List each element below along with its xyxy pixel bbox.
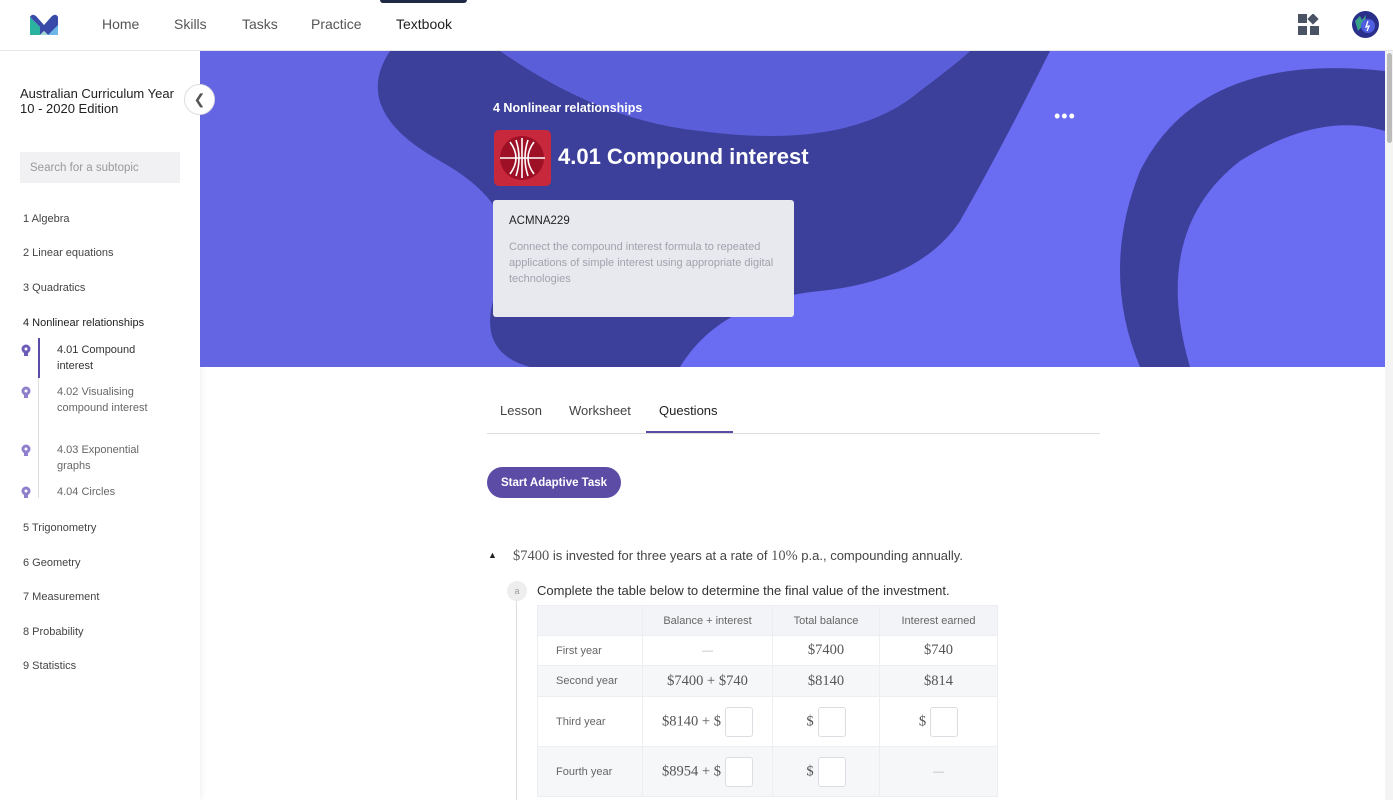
page-title: 4.01 Compound interest (558, 144, 809, 169)
tab-worksheet[interactable]: Worksheet (569, 403, 631, 418)
chapter-9[interactable]: 9 Statistics (23, 660, 77, 672)
subtopic-4-02[interactable]: 4.02 Visualising compound interest (57, 386, 148, 414)
chapter-1[interactable]: 1 Algebra (23, 213, 70, 225)
content-tabs: Lesson Worksheet Questions (487, 400, 1100, 434)
subtopic-search-input[interactable] (20, 152, 180, 183)
chapter-breadcrumb[interactable]: 4 Nonlinear relationships (493, 101, 643, 115)
subtopic-4-03[interactable]: 4.03 Exponential graphs (57, 444, 139, 472)
chapter-2[interactable]: 2 Linear equations (23, 247, 114, 259)
book-title: Australian Curriculum Year 10 - 2020 Edi… (20, 86, 174, 116)
question-text: $7400 is invested for three years at a r… (513, 548, 963, 564)
curriculum-description: Connect the compound interest formula to… (509, 241, 774, 285)
user-avatar[interactable] (1352, 11, 1379, 38)
part-label: a (507, 581, 527, 601)
table-row: First year — $7400 $740 (537, 635, 998, 666)
scrollbar-thumb[interactable] (1387, 53, 1392, 143)
top-nav: Home Skills Tasks Practice Textbook (0, 0, 1393, 51)
collapse-question-icon[interactable]: ▲ (488, 550, 497, 560)
chapter-3[interactable]: 3 Quadratics (23, 282, 86, 294)
subtopic-line (38, 338, 39, 498)
lightbulb-icon (21, 486, 31, 498)
lightbulb-icon (21, 344, 31, 356)
apps-grid-icon[interactable] (1298, 14, 1319, 35)
nav-textbook[interactable]: Textbook (396, 16, 453, 32)
answer-input[interactable] (817, 706, 846, 737)
lightbulb-icon (21, 386, 31, 398)
tab-questions[interactable]: Questions (659, 403, 718, 418)
chevron-left-icon: ❮ (193, 91, 206, 107)
header-interest-earned: Interest earned (879, 605, 998, 636)
start-adaptive-task-button[interactable]: Start Adaptive Task (487, 467, 621, 498)
active-subtopic-indicator (38, 338, 40, 378)
curriculum-card: ACMNA229 Connect the compound interest f… (493, 200, 794, 317)
nav-tasks[interactable]: Tasks (242, 16, 278, 32)
chapter-5[interactable]: 5 Trigonometry (23, 522, 97, 534)
lightbulb-icon (21, 444, 31, 456)
answer-input[interactable] (724, 706, 753, 737)
curriculum-code: ACMNA229 (509, 215, 570, 227)
compound-interest-topic-icon (494, 130, 551, 186)
chapter-4[interactable]: 4 Nonlinear relationships (23, 317, 145, 329)
nav-home[interactable]: Home (102, 16, 140, 32)
chapter-7[interactable]: 7 Measurement (23, 591, 100, 603)
subtopic-4-04[interactable]: 4.04 Circles (57, 486, 116, 498)
answer-input[interactable] (817, 756, 846, 787)
banner-background (200, 51, 1385, 367)
collapse-sidebar-button[interactable]: ❮ (184, 84, 215, 115)
table-row: Fourth year $8954 + $ $ — (537, 746, 998, 797)
table-row: Third year $8140 + $ $ $ (537, 696, 998, 747)
answer-input[interactable] (724, 756, 753, 787)
answer-input[interactable] (930, 706, 959, 737)
active-tab-indicator (646, 431, 733, 433)
mathspace-logo[interactable] (30, 13, 58, 35)
investment-table: Balance + interest Total balance Interest … (537, 605, 998, 797)
subtopic-4-01[interactable]: 4.01 Compound interest (57, 344, 136, 372)
topic-banner (200, 51, 1385, 367)
header-balance-interest: Balance + interest (642, 605, 773, 636)
header-total-balance: Total balance (772, 605, 880, 636)
chapter-6[interactable]: 6 Geometry (23, 557, 81, 569)
tab-lesson[interactable]: Lesson (500, 403, 542, 418)
sidebar: Australian Curriculum Year 10 - 2020 Edi… (0, 51, 200, 800)
nav-skills[interactable]: Skills (174, 16, 207, 32)
chapter-8[interactable]: 8 Probability (23, 626, 84, 638)
more-options-icon[interactable]: ••• (1054, 106, 1076, 126)
part-a-text: Complete the table below to determine th… (537, 583, 950, 598)
active-nav-indicator (380, 0, 467, 3)
nav-practice[interactable]: Practice (311, 16, 362, 32)
scrollbar[interactable] (1385, 51, 1393, 800)
part-line (516, 601, 517, 800)
table-row: Second year $7400 + $740 $8140 $814 (537, 665, 998, 697)
